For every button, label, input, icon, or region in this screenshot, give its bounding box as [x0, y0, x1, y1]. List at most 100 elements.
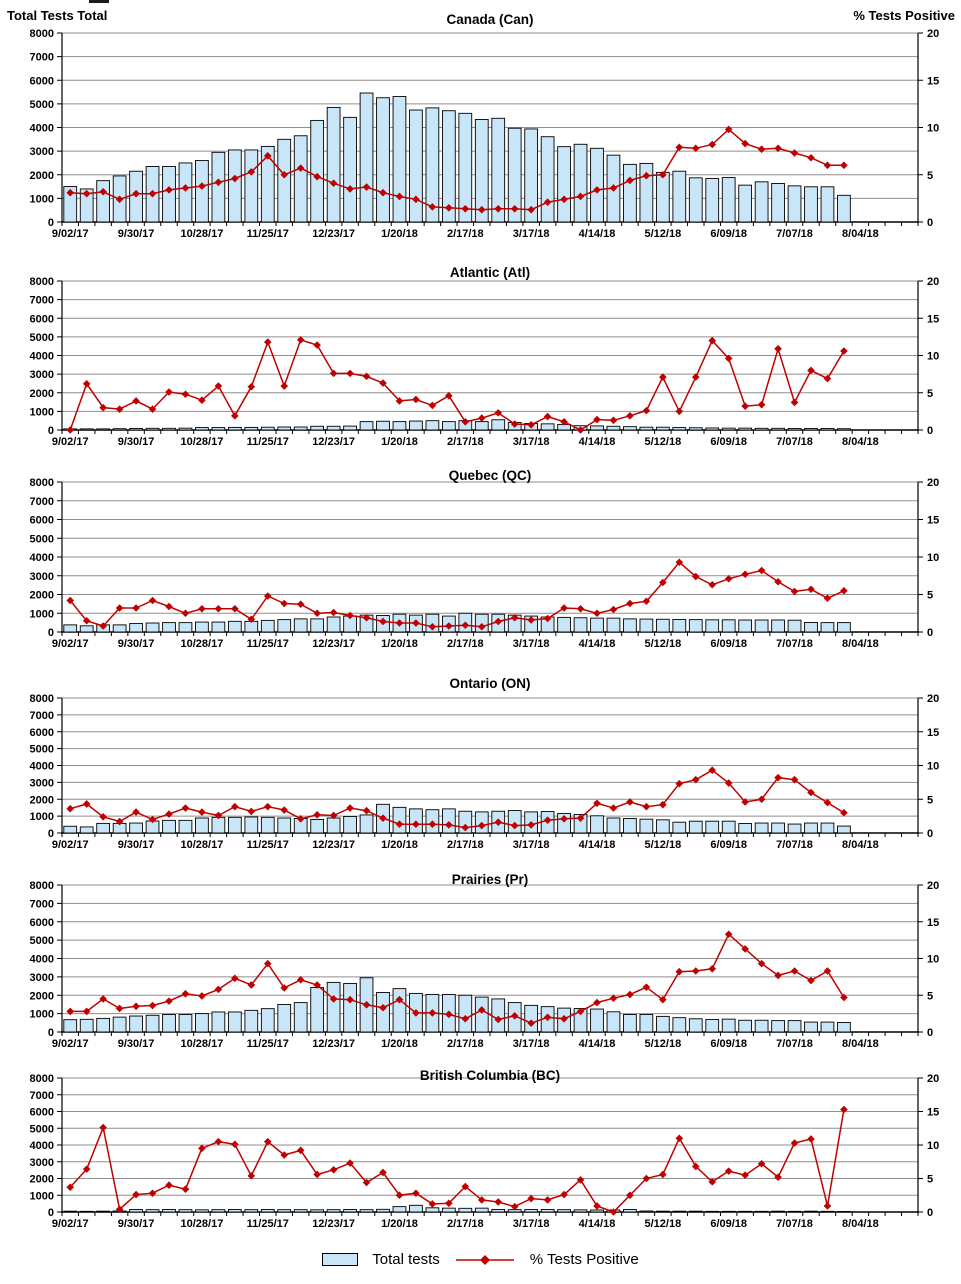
svg-text:5000: 5000 [30, 332, 54, 344]
chart-title-canada: Canada (Can) [446, 12, 534, 27]
svg-text:1/20/18: 1/20/18 [381, 638, 418, 650]
svg-text:1/20/18: 1/20/18 [381, 228, 418, 240]
chart-Atl: 8000 20 7000 6000 15 5000 4000 10 3000 2000 5 1000 0… [30, 276, 940, 448]
svg-text:12/23/17: 12/23/17 [312, 1218, 355, 1230]
svg-text:7/07/18: 7/07/18 [776, 436, 813, 448]
svg-text:6/09/18: 6/09/18 [710, 1038, 747, 1050]
svg-text:7/07/18: 7/07/18 [776, 1038, 813, 1050]
legend-bar-label: Total tests [372, 1251, 440, 1268]
svg-text:4000: 4000 [30, 954, 54, 966]
svg-text:5: 5 [927, 170, 933, 182]
svg-text:7000: 7000 [30, 295, 54, 307]
svg-text:1/20/18: 1/20/18 [381, 839, 418, 851]
svg-text:7/07/18: 7/07/18 [776, 638, 813, 650]
svg-text:4/14/18: 4/14/18 [579, 638, 616, 650]
svg-text:1/20/18: 1/20/18 [381, 1038, 418, 1050]
svg-text:9/02/17: 9/02/17 [52, 638, 89, 650]
svg-text:5/12/18: 5/12/18 [644, 839, 681, 851]
svg-text:8/04/18: 8/04/18 [842, 1038, 879, 1050]
svg-text:20: 20 [927, 477, 939, 489]
svg-text:9/30/17: 9/30/17 [118, 436, 155, 448]
svg-text:6/09/18: 6/09/18 [710, 839, 747, 851]
svg-text:4/14/18: 4/14/18 [579, 1038, 616, 1050]
chart-title-atlantic: Atlantic (Atl) [449, 265, 531, 280]
svg-text:15: 15 [927, 1107, 939, 1119]
chart-Atl-pct-line [66, 336, 848, 434]
svg-text:10: 10 [927, 552, 939, 564]
svg-text:9/02/17: 9/02/17 [52, 1038, 89, 1050]
svg-text:6000: 6000 [30, 727, 54, 739]
svg-text:5/12/18: 5/12/18 [644, 1038, 681, 1050]
svg-text:4000: 4000 [30, 552, 54, 564]
svg-text:10/28/17: 10/28/17 [181, 436, 224, 448]
chart-QC: 8000 20 7000 6000 15 5000 4000 10 3000 2000 5 1000 0… [30, 477, 940, 650]
svg-text:20: 20 [927, 276, 939, 288]
svg-text:2/17/18: 2/17/18 [447, 228, 484, 240]
svg-text:2000: 2000 [30, 388, 54, 400]
svg-text:7000: 7000 [30, 496, 54, 508]
svg-text:3000: 3000 [30, 1157, 54, 1169]
legend-line-swatch [455, 1254, 514, 1265]
svg-text:5000: 5000 [30, 1123, 54, 1135]
svg-text:6000: 6000 [30, 515, 54, 527]
svg-text:1000: 1000 [30, 193, 54, 205]
chart-Can-pct-line [66, 125, 848, 214]
svg-text:5000: 5000 [30, 533, 54, 545]
svg-text:3/17/18: 3/17/18 [513, 638, 550, 650]
svg-text:8000: 8000 [30, 880, 54, 892]
svg-text:20: 20 [927, 28, 939, 40]
svg-text:1/20/18: 1/20/18 [381, 1218, 418, 1230]
svg-text:9/02/17: 9/02/17 [52, 1218, 89, 1230]
svg-text:4000: 4000 [30, 351, 54, 363]
chart-QC-pct-line [66, 558, 848, 631]
svg-text:4000: 4000 [30, 761, 54, 773]
svg-text:3000: 3000 [30, 146, 54, 158]
svg-text:7000: 7000 [30, 898, 54, 910]
svg-text:8000: 8000 [30, 477, 54, 489]
svg-text:5000: 5000 [30, 744, 54, 756]
svg-text:10: 10 [927, 123, 939, 135]
legend-bar-swatch [322, 1253, 359, 1266]
svg-text:20: 20 [927, 1073, 939, 1085]
svg-text:9/30/17: 9/30/17 [118, 839, 155, 851]
svg-text:6/09/18: 6/09/18 [710, 638, 747, 650]
svg-text:12/23/17: 12/23/17 [312, 839, 355, 851]
svg-text:9/30/17: 9/30/17 [118, 228, 155, 240]
svg-text:7/07/18: 7/07/18 [776, 1218, 813, 1230]
svg-text:3/17/18: 3/17/18 [513, 436, 550, 448]
svg-text:5/12/18: 5/12/18 [644, 228, 681, 240]
svg-text:8000: 8000 [30, 693, 54, 705]
svg-text:6000: 6000 [30, 917, 54, 929]
svg-text:4000: 4000 [30, 1140, 54, 1152]
chart-ON-bars [63, 803, 851, 834]
svg-text:20: 20 [927, 693, 939, 705]
svg-text:8/04/18: 8/04/18 [842, 839, 879, 851]
svg-text:2000: 2000 [30, 990, 54, 1002]
chart-title-quebec: Quebec (QC) [448, 468, 532, 483]
svg-text:6000: 6000 [30, 1107, 54, 1119]
svg-text:4/14/18: 4/14/18 [579, 436, 616, 448]
chart-ON-pct-line [66, 766, 848, 832]
svg-text:7000: 7000 [30, 52, 54, 64]
svg-text:1000: 1000 [30, 406, 54, 418]
legend-line-label: % Tests Positive [529, 1251, 639, 1268]
svg-text:5/12/18: 5/12/18 [644, 638, 681, 650]
svg-text:15: 15 [927, 515, 939, 527]
svg-text:20: 20 [927, 880, 939, 892]
svg-text:12/23/17: 12/23/17 [312, 436, 355, 448]
svg-text:12/23/17: 12/23/17 [312, 638, 355, 650]
svg-text:2/17/18: 2/17/18 [447, 1218, 484, 1230]
svg-text:2000: 2000 [30, 170, 54, 182]
svg-text:9/02/17: 9/02/17 [52, 228, 89, 240]
svg-text:7/07/18: 7/07/18 [776, 839, 813, 851]
svg-text:6/09/18: 6/09/18 [710, 1218, 747, 1230]
chart-BC: 8000 20 7000 6000 15 5000 4000 10 3000 2000 5 1000 0… [30, 1073, 940, 1230]
svg-text:4/14/18: 4/14/18 [579, 839, 616, 851]
svg-text:15: 15 [927, 917, 939, 929]
svg-text:15: 15 [927, 727, 939, 739]
svg-text:1000: 1000 [30, 608, 54, 620]
chart-ON: 8000 20 7000 6000 15 5000 4000 10 3000 2000 5 1000 0… [30, 693, 940, 851]
svg-text:15: 15 [927, 313, 939, 325]
svg-text:1000: 1000 [30, 1190, 54, 1202]
svg-text:0: 0 [48, 1027, 54, 1039]
